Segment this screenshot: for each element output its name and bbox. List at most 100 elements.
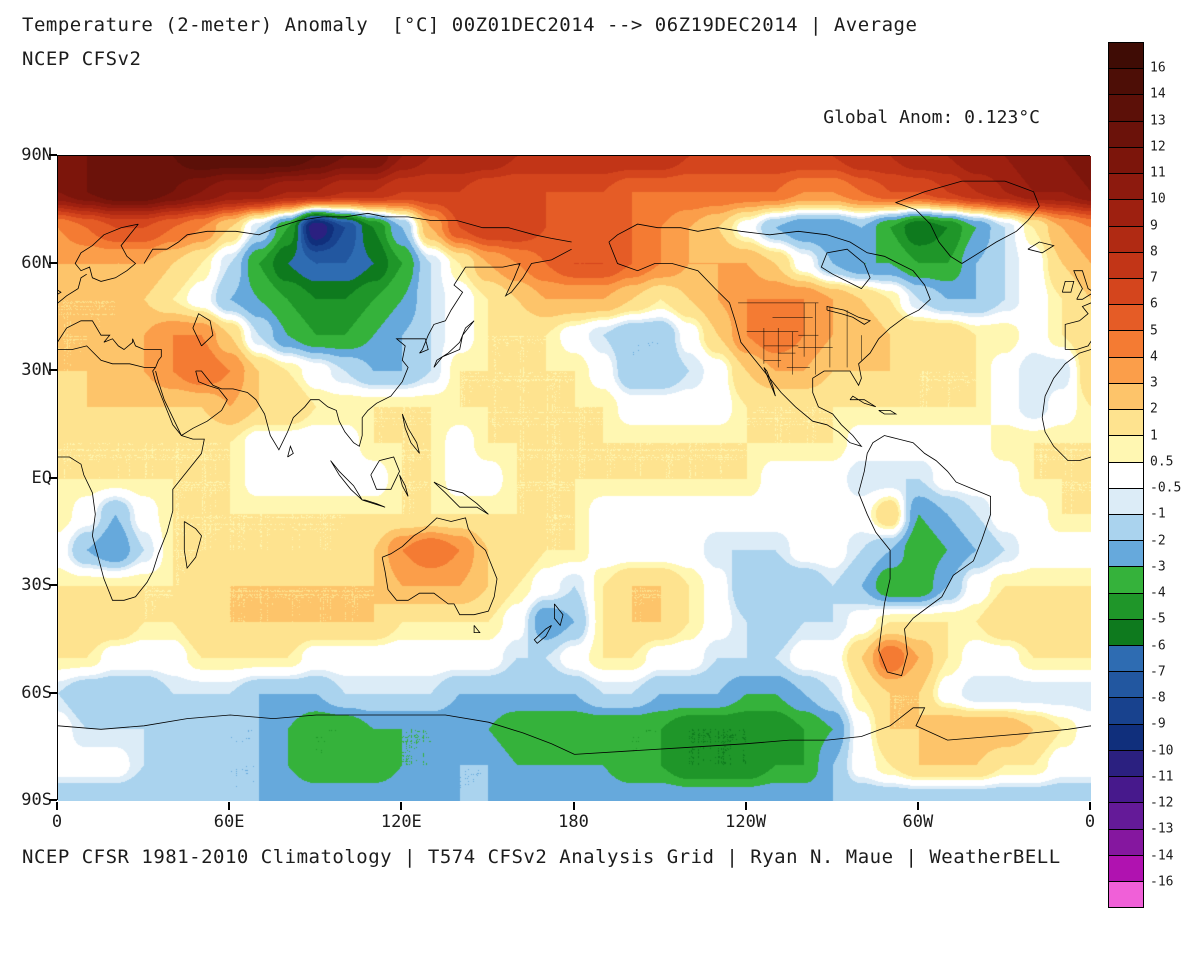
coastline-path bbox=[763, 367, 776, 397]
colorbar-tick-label: 14 bbox=[1150, 86, 1166, 102]
colorbar-tick-label: 16 bbox=[1150, 60, 1166, 76]
colorbar-tick-label: 8 bbox=[1150, 244, 1158, 260]
page-title: Temperature (2-meter) Anomaly [°C] 00Z01… bbox=[22, 14, 918, 36]
coastline-path bbox=[554, 603, 564, 627]
coastline-path bbox=[58, 345, 205, 601]
colorbar-tick-label: -5 bbox=[1150, 611, 1166, 627]
lon-label: 120E bbox=[380, 812, 422, 832]
coastline-path bbox=[1073, 270, 1091, 300]
coastline-path bbox=[381, 517, 498, 616]
colorbar-segment bbox=[1109, 435, 1143, 462]
colorbar-tick-label: 13 bbox=[1150, 113, 1166, 129]
colorbar-segment bbox=[1109, 225, 1143, 252]
colorbar-segment bbox=[1109, 146, 1143, 174]
colorbar-segment bbox=[1109, 356, 1143, 383]
coastline-path bbox=[58, 714, 575, 755]
colorbar-tick-label: 3 bbox=[1150, 375, 1158, 391]
map-plot-area bbox=[57, 155, 1091, 801]
colorbar-tick-label: -2 bbox=[1150, 533, 1166, 549]
lat-tick bbox=[49, 154, 57, 156]
lat-tick bbox=[49, 799, 57, 801]
lat-label: 60N bbox=[21, 252, 52, 273]
colorbar-segment bbox=[1109, 382, 1143, 410]
coastline-path bbox=[608, 223, 931, 448]
colorbar-tick-label: 10 bbox=[1150, 191, 1166, 207]
coastline-path bbox=[533, 625, 552, 644]
colorbar-segment bbox=[1109, 120, 1143, 147]
lon-tick bbox=[916, 802, 919, 810]
colorbar-segment bbox=[1109, 68, 1143, 95]
colorbar-segment bbox=[1109, 645, 1143, 672]
colorbar-segment bbox=[1109, 513, 1143, 541]
coastline-path bbox=[143, 212, 572, 264]
colorbar-segment bbox=[1109, 461, 1143, 488]
lon-tick bbox=[228, 802, 231, 810]
coastline-path bbox=[58, 289, 62, 295]
colorbar-segment bbox=[1109, 277, 1143, 305]
colorbar-tick-label: 7 bbox=[1150, 270, 1158, 286]
lon-label: 0 bbox=[51, 812, 63, 832]
coastline-path bbox=[1041, 349, 1091, 461]
coastline-path bbox=[74, 223, 139, 282]
colorbar-tick-label: -6 bbox=[1150, 638, 1166, 654]
colorbar-segment bbox=[1109, 251, 1143, 278]
colorbar-segment bbox=[1109, 304, 1143, 331]
coastline-path bbox=[287, 445, 294, 458]
colorbar-tick-label: -4 bbox=[1150, 585, 1166, 601]
coastline-path bbox=[433, 481, 489, 515]
coastline-path bbox=[826, 306, 872, 325]
lon-label: 60W bbox=[902, 812, 934, 832]
lon-label: 60E bbox=[213, 812, 245, 832]
colorbar-segment bbox=[1109, 776, 1143, 803]
lat-label: EQ bbox=[31, 467, 52, 488]
colorbar-segment bbox=[1109, 854, 1143, 881]
attribution-line: NCEP CFSR 1981-2010 Climatology | T574 C… bbox=[22, 846, 1061, 868]
lon-label: 0 bbox=[1084, 812, 1096, 832]
colorbar-tick-label: -8 bbox=[1150, 690, 1166, 706]
colorbar-segment bbox=[1109, 723, 1143, 750]
coastline-path bbox=[58, 273, 87, 304]
colorbar-segment bbox=[1109, 487, 1143, 514]
colorbar-tick-label: 4 bbox=[1150, 349, 1158, 365]
coastline-path bbox=[155, 370, 228, 437]
colorbar-tick-label: -1 bbox=[1150, 506, 1166, 522]
colorbar-tick-label: 12 bbox=[1150, 139, 1166, 155]
colorbar-segment bbox=[1109, 749, 1143, 777]
coastline-path bbox=[183, 521, 202, 570]
lat-label: 60S bbox=[21, 682, 52, 703]
colorbar-segment bbox=[1109, 173, 1143, 200]
colorbar-tick-label: -11 bbox=[1150, 769, 1174, 785]
colorbar-tick-label: 9 bbox=[1150, 218, 1158, 234]
colorbar-segment bbox=[1109, 828, 1143, 855]
colorbar-segment bbox=[1109, 409, 1143, 436]
lon-tick bbox=[56, 802, 58, 810]
coastline-path bbox=[820, 248, 871, 290]
coastline-path bbox=[195, 248, 572, 451]
lat-tick bbox=[49, 369, 57, 371]
lat-label: 90N bbox=[21, 145, 52, 165]
coastline-path bbox=[1027, 241, 1055, 254]
colorbar-segment bbox=[1109, 618, 1143, 646]
colorbar-tick-label: -0.5 bbox=[1150, 480, 1182, 496]
coastline-path bbox=[192, 313, 214, 347]
coastline-path bbox=[574, 707, 1091, 755]
colorbar-tick-label: 6 bbox=[1150, 296, 1158, 312]
model-label: NCEP CFSv2 bbox=[22, 48, 142, 70]
colorbar-segment bbox=[1109, 566, 1143, 593]
coastline-path bbox=[1064, 302, 1091, 350]
colorbar-segment bbox=[1109, 697, 1143, 724]
colorbar-segment bbox=[1109, 881, 1143, 908]
colorbar-segment bbox=[1109, 199, 1143, 226]
colorbar-segment bbox=[1109, 671, 1143, 698]
colorbar-tick-label: -3 bbox=[1150, 559, 1166, 575]
lon-label: 120W bbox=[725, 812, 767, 832]
lon-tick bbox=[1089, 802, 1091, 810]
colorbar-segment bbox=[1109, 802, 1143, 829]
colorbar-tick-label: -12 bbox=[1150, 795, 1174, 811]
coastline-path bbox=[362, 499, 386, 508]
colorbar-tick-label: 1 bbox=[1150, 428, 1158, 444]
colorbar-tick-label: 2 bbox=[1150, 401, 1158, 417]
lon-label: 180 bbox=[558, 812, 589, 832]
coastline-path bbox=[849, 395, 877, 408]
